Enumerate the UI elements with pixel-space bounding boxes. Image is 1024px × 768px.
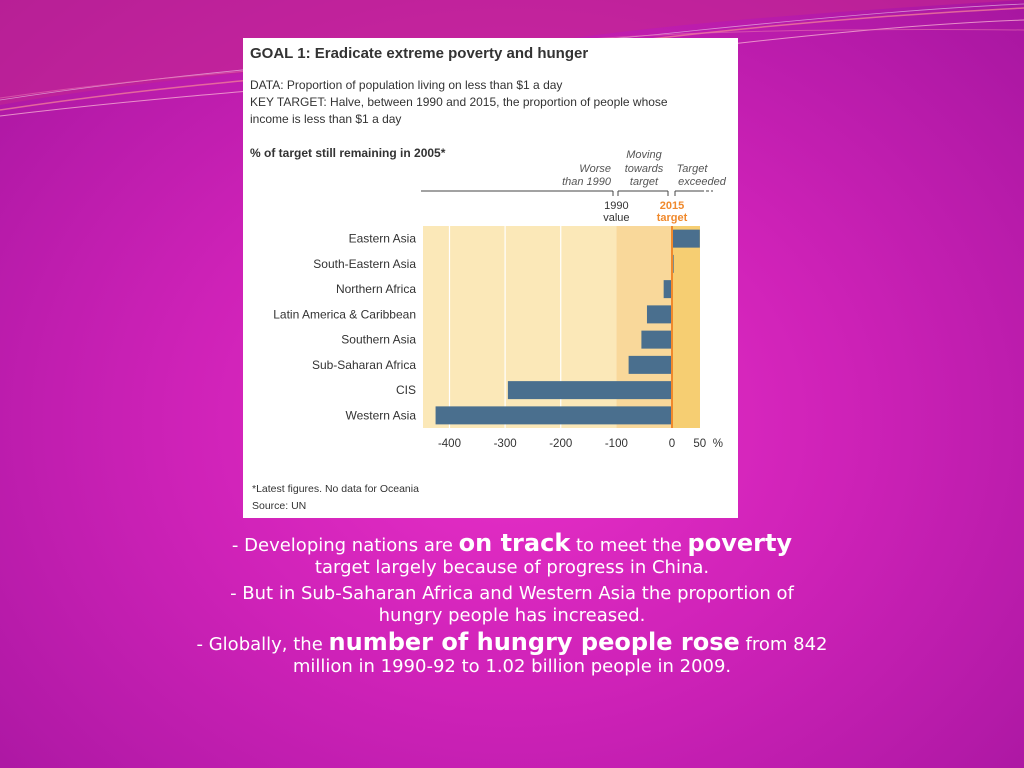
zone-label-exceeded: exceeded — [678, 176, 727, 188]
category-label: Southern Asia — [341, 333, 416, 347]
bar-northern-africa — [663, 280, 672, 299]
marker-2015-label: 2015 — [660, 200, 684, 212]
zone-label-moving: Moving — [626, 149, 662, 161]
x-tick-label: -400 — [438, 438, 461, 450]
category-label: Eastern Asia — [349, 232, 417, 246]
source-note: Source: UN — [252, 500, 307, 512]
category-label: Latin America & Caribbean — [273, 307, 416, 321]
bar-eastern-asia — [672, 229, 700, 248]
bar-sub-saharan-africa — [628, 355, 672, 374]
caption-emphasis-hungry: number of hungry people rose — [328, 628, 740, 656]
zone-label-exceeded: Target — [677, 163, 709, 175]
key-target-line-1: KEY TARGET: Halve, between 1990 and 2015… — [250, 95, 668, 109]
caption-1e: target largely because of progress in Ch… — [314, 557, 710, 578]
footnote: *Latest figures. No data for Oceania — [252, 483, 419, 495]
marker-1990-label: 1990 — [604, 200, 628, 212]
zone-label-moving: target — [630, 176, 659, 188]
category-label: South-Eastern Asia — [313, 257, 416, 271]
caption-1c: to meet the — [570, 535, 688, 556]
x-tick-label: 0 — [669, 438, 675, 450]
bar-southern-asia — [641, 330, 672, 349]
chart-figure: GOAL 1: Eradicate extreme poverty and hu… — [243, 38, 738, 518]
bar-western-asia — [435, 406, 672, 425]
x-tick-label: -300 — [494, 438, 517, 450]
data-description: DATA: Proportion of population living on… — [250, 78, 563, 92]
category-label: Sub-Saharan Africa — [312, 358, 416, 372]
marker-2015-label: target — [657, 212, 688, 224]
bar-latin-america-caribbean — [646, 305, 672, 324]
x-unit-label: % — [713, 438, 723, 450]
zone-target-exceeded — [672, 226, 700, 428]
category-label: Northern Africa — [336, 282, 416, 296]
category-label: Western Asia — [346, 408, 417, 422]
zone-label-worse: Worse — [579, 163, 611, 175]
x-tick-label: -200 — [549, 438, 572, 450]
x-tick-label: -100 — [605, 438, 628, 450]
x-tick-label: 50 — [693, 438, 706, 450]
zone-label-worse: than 1990 — [562, 176, 612, 188]
slide-caption: - Developing nations are on track to mee… — [120, 529, 904, 682]
chart-title: GOAL 1: Eradicate extreme poverty and hu… — [250, 45, 589, 62]
chart-subtitle: % of target still remaining in 2005* — [250, 146, 446, 160]
caption-line-3: - Globally, the number of hungry people … — [120, 628, 904, 678]
caption-1a: - Developing nations are — [231, 535, 459, 556]
key-target-line-2: income is less than $1 a day — [250, 112, 402, 126]
bar-cis — [507, 381, 672, 400]
caption-3c: from 842 million in 1990-92 to 1.02 bill… — [292, 634, 828, 677]
caption-line-1: - Developing nations are on track to mee… — [120, 529, 904, 579]
bar-chart: Eastern Asia South-Eastern Asia Northern A… — [273, 149, 727, 450]
caption-emphasis-poverty: poverty — [687, 529, 793, 557]
category-label: CIS — [396, 383, 416, 397]
caption-emphasis-on-track: on track — [458, 529, 571, 557]
marker-1990-label: value — [603, 212, 629, 224]
zone-label-moving: towards — [625, 163, 664, 175]
caption-line-2: - But in Sub-Saharan Africa and Western … — [230, 583, 794, 626]
caption-3a: - Globally, the — [196, 634, 329, 655]
